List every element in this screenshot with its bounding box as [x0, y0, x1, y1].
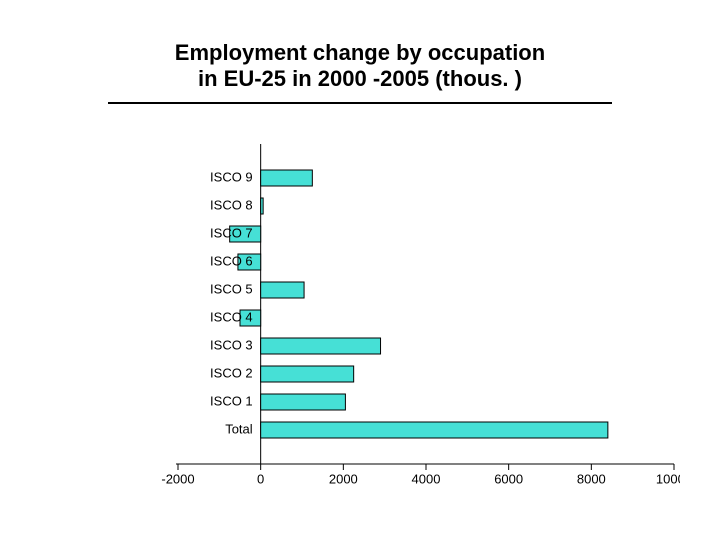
- x-tick-label: 10000: [656, 472, 680, 487]
- bar: [261, 282, 304, 298]
- x-tick-label: -2000: [161, 472, 194, 487]
- category-label: ISCO 5: [210, 281, 253, 296]
- category-label: ISCO 8: [210, 197, 253, 212]
- page: { "title": { "line1": "Employment change…: [0, 0, 720, 540]
- category-label: Total: [225, 421, 253, 436]
- category-label: ISCO 9: [210, 169, 253, 184]
- chart-title-line-1: Employment change by occupation: [0, 40, 720, 66]
- category-label: ISCO 6: [210, 253, 253, 268]
- chart-area: -2000 0 2000 4000 6000 8000 10000 ISCO 9 ISCO 8 I…: [60, 130, 680, 500]
- bar: [261, 170, 313, 186]
- x-tick-label: 2000: [329, 472, 358, 487]
- bar: [261, 366, 354, 382]
- x-tick-label: 4000: [412, 472, 441, 487]
- x-tick-label: 8000: [577, 472, 606, 487]
- category-label: ISCO 3: [210, 337, 253, 352]
- bar: [261, 422, 608, 438]
- bar: [261, 198, 263, 214]
- bar: [261, 394, 346, 410]
- x-tick-label: 0: [257, 472, 264, 487]
- bar: [261, 338, 381, 354]
- x-tick-label: 6000: [494, 472, 523, 487]
- chart-title-line-2: in EU-25 in 2000 -2005 (thous. ): [0, 66, 720, 92]
- title-underline: [108, 102, 612, 104]
- category-label: ISCO 1: [210, 393, 253, 408]
- chart-title-block: Employment change by occupation in EU-25…: [0, 40, 720, 92]
- category-label: ISCO 7: [210, 225, 253, 240]
- category-label: ISCO 4: [210, 309, 253, 324]
- bar-chart: -2000 0 2000 4000 6000 8000 10000 ISCO 9 ISCO 8 I…: [60, 130, 680, 500]
- category-label: ISCO 2: [210, 365, 253, 380]
